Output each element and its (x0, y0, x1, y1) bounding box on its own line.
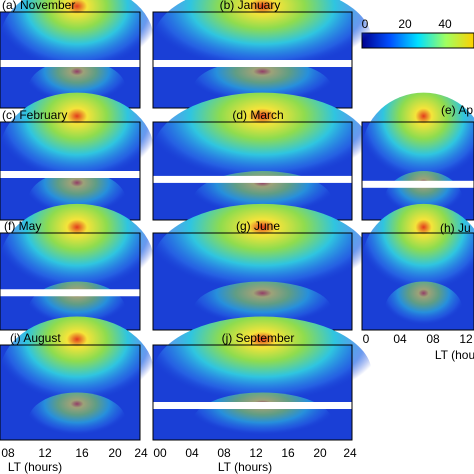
colorbar-tick-label: 0 (362, 17, 369, 31)
data-gap (0, 60, 140, 67)
panel-frame (152, 344, 353, 441)
data-gap (153, 175, 352, 183)
panel-title: (b) January (220, 0, 281, 12)
colorbar (361, 32, 474, 49)
contour-lower (384, 281, 463, 340)
x-tick-label: 12 (459, 332, 473, 346)
x-tick-label: 16 (281, 446, 295, 460)
panel-title: (h) Ju (440, 221, 471, 235)
x-tick-label: 24 (134, 446, 148, 460)
data-gap (0, 289, 140, 297)
panel-frame (0, 344, 141, 441)
data-gap (362, 180, 474, 188)
x-tick-label: 00 (153, 446, 167, 460)
x-tick-label: 12 (249, 446, 263, 460)
panel-frame (361, 232, 474, 331)
x-tick-label: 12 (38, 446, 52, 460)
colorbar-tick-label: 20 (398, 17, 412, 31)
x-tick-label: 20 (108, 446, 122, 460)
panel-title: (a) November (2, 0, 75, 12)
x-tick-label: 08 (426, 332, 440, 346)
x-tick-label: 0 (363, 332, 370, 346)
x-tick-label: 04 (185, 446, 199, 460)
data-gap (0, 171, 140, 178)
x-tick-label: 08 (217, 446, 231, 460)
x-axis-label: LT (hou (435, 348, 474, 362)
x-tick-label: 20 (313, 446, 327, 460)
contour-lower (192, 392, 333, 450)
panel-title: (d) March (232, 108, 283, 122)
x-axis-label: LT (hours) (218, 460, 272, 474)
panel-title: (e) Ap (441, 103, 473, 117)
x-tick-label: 24 (343, 446, 357, 460)
panel-title: (i) August (10, 331, 61, 345)
colorbar-tick-label: 40 (438, 17, 452, 31)
contour-lower (28, 392, 126, 450)
data-gap (153, 60, 352, 67)
panel-title: (g) June (236, 219, 280, 233)
x-tick-label: 08 (1, 446, 15, 460)
x-axis-label: LT (hours) (8, 460, 62, 474)
panel-title: (f) May (4, 219, 41, 233)
x-tick-label: 16 (75, 446, 89, 460)
panel-title: (c) February (2, 108, 67, 122)
x-tick-label: 04 (393, 332, 407, 346)
data-gap (153, 402, 352, 409)
panel-title: (j) September (222, 331, 295, 345)
